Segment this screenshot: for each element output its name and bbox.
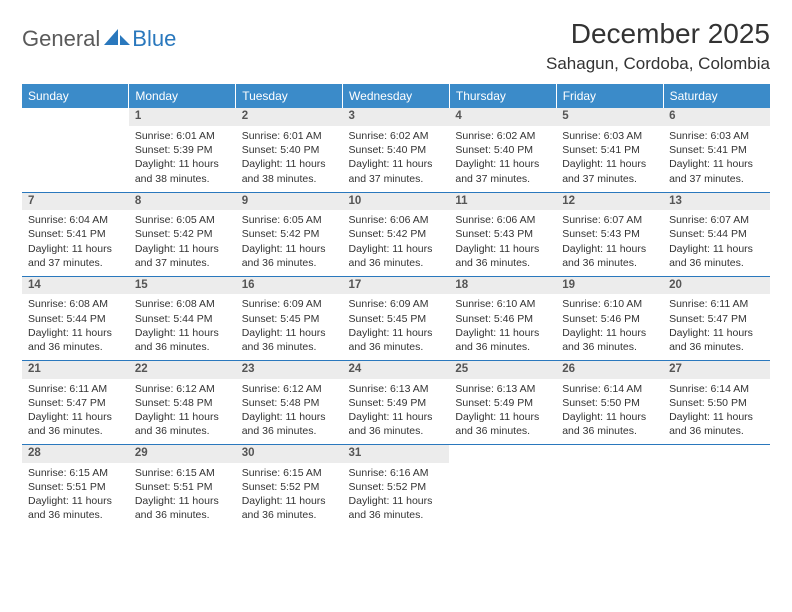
title-block: December 2025 Sahagun, Cordoba, Colombia xyxy=(546,18,770,74)
brand-sail-icon xyxy=(104,27,130,52)
day-number: 6 xyxy=(663,108,770,126)
empty-cell xyxy=(449,463,556,529)
day-cell: Sunrise: 6:12 AMSunset: 5:48 PMDaylight:… xyxy=(236,379,343,445)
weekday-header: Tuesday xyxy=(236,84,343,108)
day-cell: Sunrise: 6:07 AMSunset: 5:43 PMDaylight:… xyxy=(556,210,663,276)
month-title: December 2025 xyxy=(546,18,770,50)
weekday-header: Friday xyxy=(556,84,663,108)
day-number: 8 xyxy=(129,192,236,210)
day-cell: Sunrise: 6:13 AMSunset: 5:49 PMDaylight:… xyxy=(343,379,450,445)
day-cell: Sunrise: 6:16 AMSunset: 5:52 PMDaylight:… xyxy=(343,463,450,529)
empty-cell xyxy=(22,126,129,192)
day-number: 16 xyxy=(236,276,343,294)
day-cell: Sunrise: 6:02 AMSunset: 5:40 PMDaylight:… xyxy=(343,126,450,192)
day-number: 14 xyxy=(22,276,129,294)
day-cell: Sunrise: 6:03 AMSunset: 5:41 PMDaylight:… xyxy=(556,126,663,192)
weekday-header: Monday xyxy=(129,84,236,108)
brand-part1: General xyxy=(22,26,100,52)
empty-cell xyxy=(449,445,556,463)
brand-part2: Blue xyxy=(132,26,176,52)
day-number: 22 xyxy=(129,361,236,379)
day-cell: Sunrise: 6:04 AMSunset: 5:41 PMDaylight:… xyxy=(22,210,129,276)
day-cell: Sunrise: 6:15 AMSunset: 5:52 PMDaylight:… xyxy=(236,463,343,529)
day-number: 1 xyxy=(129,108,236,126)
calendar-head: SundayMondayTuesdayWednesdayThursdayFrid… xyxy=(22,84,770,108)
calendar-table: SundayMondayTuesdayWednesdayThursdayFrid… xyxy=(22,84,770,529)
day-number: 15 xyxy=(129,276,236,294)
day-number: 20 xyxy=(663,276,770,294)
day-number: 10 xyxy=(343,192,450,210)
day-cell: Sunrise: 6:11 AMSunset: 5:47 PMDaylight:… xyxy=(663,294,770,360)
day-number: 26 xyxy=(556,361,663,379)
day-cell: Sunrise: 6:05 AMSunset: 5:42 PMDaylight:… xyxy=(129,210,236,276)
day-cell: Sunrise: 6:13 AMSunset: 5:49 PMDaylight:… xyxy=(449,379,556,445)
empty-cell xyxy=(663,445,770,463)
day-cell: Sunrise: 6:15 AMSunset: 5:51 PMDaylight:… xyxy=(129,463,236,529)
day-cell: Sunrise: 6:07 AMSunset: 5:44 PMDaylight:… xyxy=(663,210,770,276)
day-number: 24 xyxy=(343,361,450,379)
brand-logo: General Blue xyxy=(22,26,176,52)
weekday-header: Sunday xyxy=(22,84,129,108)
day-cell: Sunrise: 6:08 AMSunset: 5:44 PMDaylight:… xyxy=(129,294,236,360)
day-cell: Sunrise: 6:01 AMSunset: 5:39 PMDaylight:… xyxy=(129,126,236,192)
day-cell: Sunrise: 6:10 AMSunset: 5:46 PMDaylight:… xyxy=(449,294,556,360)
day-number: 4 xyxy=(449,108,556,126)
day-number: 9 xyxy=(236,192,343,210)
day-number: 5 xyxy=(556,108,663,126)
day-cell: Sunrise: 6:09 AMSunset: 5:45 PMDaylight:… xyxy=(236,294,343,360)
day-cell: Sunrise: 6:01 AMSunset: 5:40 PMDaylight:… xyxy=(236,126,343,192)
location: Sahagun, Cordoba, Colombia xyxy=(546,54,770,74)
empty-cell xyxy=(22,108,129,126)
day-number: 23 xyxy=(236,361,343,379)
weekday-header: Thursday xyxy=(449,84,556,108)
day-cell: Sunrise: 6:05 AMSunset: 5:42 PMDaylight:… xyxy=(236,210,343,276)
day-cell: Sunrise: 6:08 AMSunset: 5:44 PMDaylight:… xyxy=(22,294,129,360)
day-cell: Sunrise: 6:02 AMSunset: 5:40 PMDaylight:… xyxy=(449,126,556,192)
day-number: 29 xyxy=(129,445,236,463)
day-cell: Sunrise: 6:14 AMSunset: 5:50 PMDaylight:… xyxy=(556,379,663,445)
calendar-body: 123456Sunrise: 6:01 AMSunset: 5:39 PMDay… xyxy=(22,108,770,529)
day-number: 19 xyxy=(556,276,663,294)
day-cell: Sunrise: 6:15 AMSunset: 5:51 PMDaylight:… xyxy=(22,463,129,529)
day-number: 2 xyxy=(236,108,343,126)
weekday-header: Saturday xyxy=(663,84,770,108)
day-cell: Sunrise: 6:12 AMSunset: 5:48 PMDaylight:… xyxy=(129,379,236,445)
day-number: 28 xyxy=(22,445,129,463)
day-cell: Sunrise: 6:11 AMSunset: 5:47 PMDaylight:… xyxy=(22,379,129,445)
day-number: 21 xyxy=(22,361,129,379)
day-number: 17 xyxy=(343,276,450,294)
day-number: 18 xyxy=(449,276,556,294)
header: General Blue December 2025 Sahagun, Cord… xyxy=(22,18,770,74)
day-number: 7 xyxy=(22,192,129,210)
day-cell: Sunrise: 6:14 AMSunset: 5:50 PMDaylight:… xyxy=(663,379,770,445)
day-number: 12 xyxy=(556,192,663,210)
empty-cell xyxy=(663,463,770,529)
day-number: 31 xyxy=(343,445,450,463)
day-cell: Sunrise: 6:03 AMSunset: 5:41 PMDaylight:… xyxy=(663,126,770,192)
day-number: 25 xyxy=(449,361,556,379)
day-number: 27 xyxy=(663,361,770,379)
empty-cell xyxy=(556,463,663,529)
day-number: 13 xyxy=(663,192,770,210)
weekday-header: Wednesday xyxy=(343,84,450,108)
day-cell: Sunrise: 6:10 AMSunset: 5:46 PMDaylight:… xyxy=(556,294,663,360)
day-cell: Sunrise: 6:06 AMSunset: 5:42 PMDaylight:… xyxy=(343,210,450,276)
empty-cell xyxy=(556,445,663,463)
day-number: 11 xyxy=(449,192,556,210)
day-number: 3 xyxy=(343,108,450,126)
day-cell: Sunrise: 6:09 AMSunset: 5:45 PMDaylight:… xyxy=(343,294,450,360)
day-number: 30 xyxy=(236,445,343,463)
day-cell: Sunrise: 6:06 AMSunset: 5:43 PMDaylight:… xyxy=(449,210,556,276)
